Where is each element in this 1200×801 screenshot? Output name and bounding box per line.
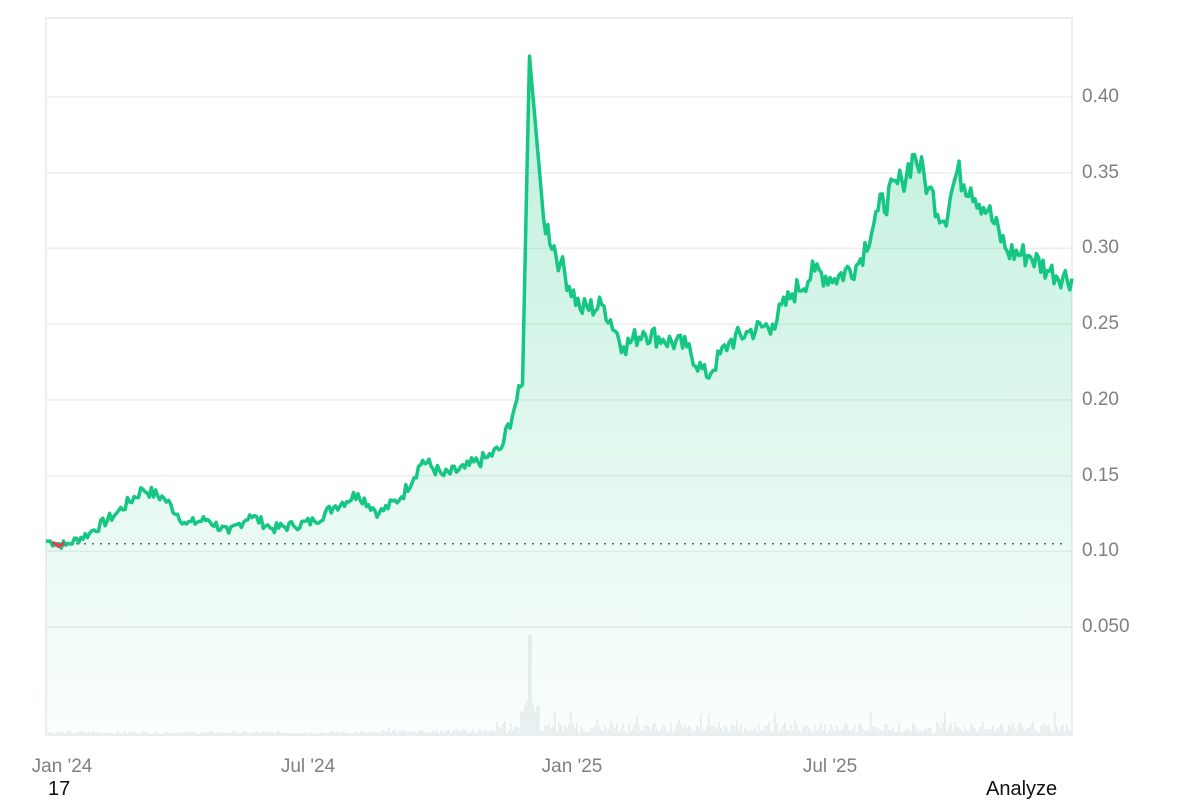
min-price-marker [51, 540, 66, 549]
footer-left-text: 17 [48, 778, 71, 800]
x-tick-label: Jul '25 [802, 756, 858, 777]
x-tick-label: Jan '24 [31, 756, 93, 777]
y-tick-label: 0.40 [1082, 86, 1119, 107]
price-line[interactable] [45, 54, 1074, 550]
y-tick-label: 0.30 [1082, 237, 1119, 259]
y-tick-label: 0.25 [1082, 313, 1119, 335]
y-tick-label: 0.35 [1082, 161, 1119, 183]
y-tick-label: 0.10 [1082, 540, 1119, 562]
price-area-fill [46, 56, 1072, 736]
y-tick-label: 0.20 [1082, 388, 1119, 410]
y-tick-label: 0.15 [1082, 464, 1119, 486]
analyze-link[interactable]: Analyze [986, 778, 1058, 800]
y-tick-label: 0.050 [1082, 616, 1130, 637]
x-tick-label: Jan '25 [541, 756, 603, 777]
x-tick-label: Jul '24 [280, 756, 336, 777]
